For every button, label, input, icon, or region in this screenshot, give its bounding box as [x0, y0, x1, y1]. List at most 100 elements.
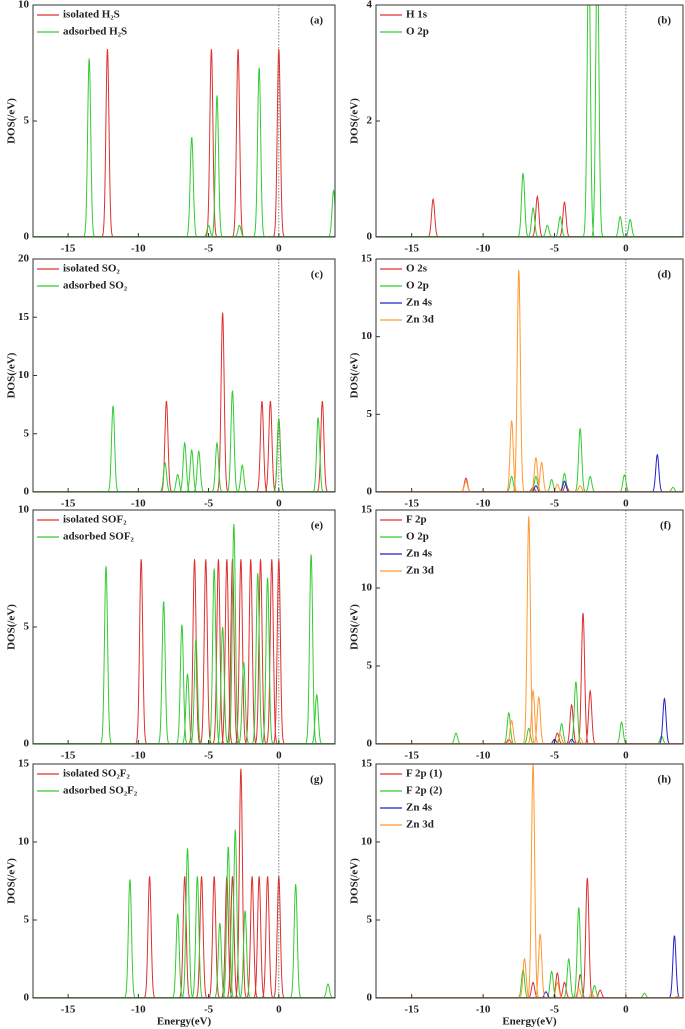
x-tick-label: -5: [550, 243, 560, 255]
dos-peak: [226, 390, 239, 492]
x-tick-label: -15: [404, 1004, 419, 1016]
dos-peak: [101, 49, 114, 237]
x-tick-label: -15: [404, 750, 419, 762]
dos-peak: [178, 876, 191, 998]
plot-frame: [32, 258, 336, 493]
dos-peak: [191, 876, 204, 998]
dos-peak: [516, 173, 530, 237]
dos-peak: [529, 456, 543, 492]
dos-peak: [134, 559, 148, 744]
y-axis-label: DOS(/eV): [349, 98, 361, 144]
y-tick-label: 15: [361, 253, 373, 265]
panel-label: (f): [660, 520, 671, 532]
x-tick-label: -10: [476, 243, 491, 255]
dos-peak: [82, 58, 96, 237]
x-tick-label: -10: [131, 750, 146, 762]
dos-peak: [181, 848, 194, 998]
panel: -15 -10 -5 0 0 2 4 DOS(/eV) (b) H 1s O 2p: [349, 0, 684, 255]
dos-peak: [526, 764, 540, 998]
dos-peak: [573, 428, 587, 492]
y-tick-label: 5: [367, 660, 373, 672]
dos-peak: [311, 417, 325, 492]
dos-peak: [265, 559, 279, 744]
y-tick-label: 15: [361, 504, 373, 516]
dos-peak: [212, 559, 225, 744]
dos-peak: [533, 933, 547, 998]
dos-peak: [505, 420, 518, 492]
legend-label: H 1s: [406, 9, 428, 21]
dos-peak: [237, 662, 250, 744]
x-tick-label: 0: [623, 1004, 629, 1016]
legend-label: O 2s: [406, 263, 428, 275]
dos-peak: [157, 601, 170, 744]
dos-peak: [143, 876, 156, 998]
dos-peak: [650, 453, 664, 492]
dos-peak: [289, 884, 302, 998]
y-axis-label: DOS(/eV): [6, 98, 18, 144]
plot-frame: [32, 4, 336, 238]
panel: -15 -10 -5 0 0 5 10 15 DOS(/eV) Energy(eV) (g) isol…: [6, 758, 336, 1028]
dos-peak: [512, 269, 526, 492]
dos-peak: [210, 441, 224, 492]
legend-label: adsorbed H₂S: [63, 26, 127, 38]
legend-label: Zn 4s: [406, 548, 433, 560]
y-tick-label: 4: [367, 0, 373, 11]
dos-peak: [526, 689, 540, 744]
y-tick-label: 5: [24, 621, 30, 633]
dos-peak: [185, 137, 198, 237]
x-tick-label: -15: [61, 1004, 76, 1016]
dos-peak: [254, 559, 267, 744]
x-tick-label: -5: [550, 1004, 560, 1016]
legend-label: Zn 4s: [406, 802, 433, 814]
dos-peak: [582, 5, 596, 237]
dos-peak: [123, 879, 137, 998]
dos-peak: [535, 461, 548, 492]
dos-peak: [251, 573, 265, 744]
dos-peak: [210, 95, 224, 237]
x-tick-label: -5: [204, 243, 214, 255]
dos-peak: [321, 983, 335, 998]
y-tick-label: 0: [367, 738, 373, 750]
dos-peak: [316, 401, 329, 492]
plot-area: [376, 259, 683, 492]
dos-peak: [613, 215, 627, 237]
x-tick-label: -15: [61, 750, 76, 762]
dos-peak: [583, 689, 597, 744]
dos-peak: [553, 215, 567, 237]
x-tick-label: -10: [476, 750, 491, 762]
dos-peak: [221, 846, 235, 998]
legend-label: isolated SO₂: [63, 263, 120, 275]
dos-peak: [252, 67, 266, 237]
dos-peak: [459, 480, 473, 492]
x-tick-label: 0: [623, 750, 629, 762]
dos-peak: [158, 461, 172, 492]
y-tick-label: 5: [367, 408, 373, 420]
plot-area: [33, 259, 335, 492]
x-tick-label: -10: [476, 498, 491, 510]
dos-peak: [569, 681, 583, 744]
x-tick-label: -15: [404, 498, 419, 510]
legend-label: F 2p: [406, 514, 427, 526]
dos-peak: [590, 5, 604, 237]
y-tick-label: 5: [24, 427, 30, 439]
dos-peak: [228, 829, 242, 998]
x-tick-label: -15: [61, 498, 76, 510]
y-axis-label: DOS(/eV): [349, 604, 361, 650]
dos-peak: [234, 559, 248, 744]
y-tick-label: 10: [18, 836, 30, 848]
y-tick-label: 5: [24, 914, 30, 926]
x-tick-label: -5: [204, 750, 214, 762]
panel-label: (e): [311, 520, 324, 532]
dos-peak: [572, 907, 586, 998]
x-tick-label: -5: [550, 498, 560, 510]
panel: -15 -10 -5 0 0 5 10 15 DOS(/eV) (f) F 2p O 2p Zn 4s Z…: [349, 504, 684, 762]
dos-peak: [264, 401, 277, 492]
dos-peak: [562, 957, 576, 998]
dos-peak: [171, 473, 184, 492]
dos-peak: [272, 49, 286, 237]
x-tick-label: -5: [550, 750, 560, 762]
dos-peak: [531, 195, 544, 237]
y-axis-label: DOS(/eV): [349, 858, 361, 904]
x-tick-label: -5: [204, 1004, 214, 1016]
y-axis-label: DOS(/eV): [6, 858, 18, 904]
